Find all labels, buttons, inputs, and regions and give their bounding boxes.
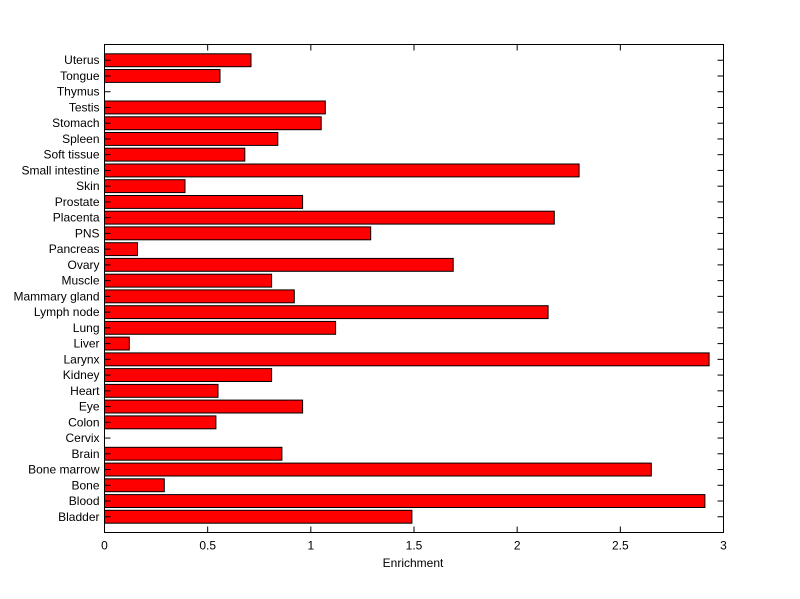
y-tick-label: Soft tissue — [43, 148, 99, 162]
y-tick-label: Testis — [69, 100, 100, 114]
x-tick-label: 3 — [720, 539, 727, 553]
y-tick-label: Blood — [69, 494, 100, 508]
bar-heart — [104, 383, 219, 398]
bar-small-intestine — [104, 163, 580, 178]
x-tick-label: 1.5 — [406, 539, 423, 553]
y-tick-label: Thymus — [57, 85, 100, 99]
bar-colon — [104, 415, 217, 430]
y-tick-label: Cervix — [65, 431, 99, 445]
y-tick-label: Liver — [73, 337, 99, 351]
y-tick-label: Placenta — [53, 211, 100, 225]
bar-bone-marrow — [104, 462, 652, 477]
bar-soft-tissue — [104, 147, 246, 162]
bar-brain — [104, 446, 283, 461]
bar-muscle — [104, 273, 273, 288]
bar-eye — [104, 399, 304, 414]
bar-bladder — [104, 509, 413, 524]
bar-bone — [104, 478, 165, 493]
bar-blood — [104, 494, 706, 509]
y-tick-label: Eye — [79, 400, 100, 414]
y-tick-label: Pancreas — [49, 242, 100, 256]
y-tick-label: PNS — [75, 226, 100, 240]
y-tick-label: Small intestine — [21, 163, 99, 177]
bar-testis — [104, 100, 326, 115]
bar-placenta — [104, 210, 555, 225]
y-tick-label: Prostate — [55, 195, 100, 209]
x-tick-label: 0.5 — [199, 539, 216, 553]
bar-lung — [104, 320, 337, 335]
y-tick-label: Mammary gland — [13, 289, 99, 303]
bar-skin — [104, 179, 186, 194]
bar-spleen — [104, 132, 279, 146]
bar-pns — [104, 226, 372, 241]
y-tick-label: Bone — [71, 478, 99, 492]
x-axis-label: Enrichment — [383, 556, 444, 570]
bar-kidney — [104, 368, 273, 383]
bar-ovary — [104, 257, 454, 272]
y-tick-label: Kidney — [63, 368, 100, 382]
y-tick-label: Colon — [68, 415, 99, 429]
x-tick-label: 2 — [514, 539, 521, 553]
y-tick-label: Muscle — [61, 274, 99, 288]
bar-mammary-gland — [104, 289, 295, 304]
plot-frame — [104, 44, 724, 533]
y-tick-label: Uterus — [64, 53, 99, 67]
bar-tongue — [104, 69, 221, 83]
y-tick-label: Bladder — [58, 510, 99, 524]
y-tick-label: Lung — [73, 321, 100, 335]
x-tick-label: 1 — [307, 539, 314, 553]
bar-lymph-node — [104, 305, 549, 320]
bar-uterus — [104, 53, 252, 68]
y-tick-label: Brain — [71, 447, 99, 461]
y-tick-label: Skin — [76, 179, 99, 193]
y-tick-label: Stomach — [52, 116, 99, 130]
y-tick-label: Lymph node — [34, 305, 100, 319]
bar-larynx — [104, 352, 710, 367]
y-tick-label: Larynx — [63, 352, 99, 366]
y-tick-label: Bone marrow — [28, 463, 100, 477]
bar-prostate — [104, 195, 304, 209]
y-tick-label: Spleen — [62, 132, 99, 146]
y-tick-label: Ovary — [67, 258, 99, 272]
y-tick-label: Tongue — [60, 69, 100, 83]
x-tick-label: 2.5 — [612, 539, 629, 553]
y-tick-label: Heart — [70, 384, 100, 398]
x-tick-label: 0 — [101, 539, 108, 553]
bar-stomach — [104, 116, 322, 131]
